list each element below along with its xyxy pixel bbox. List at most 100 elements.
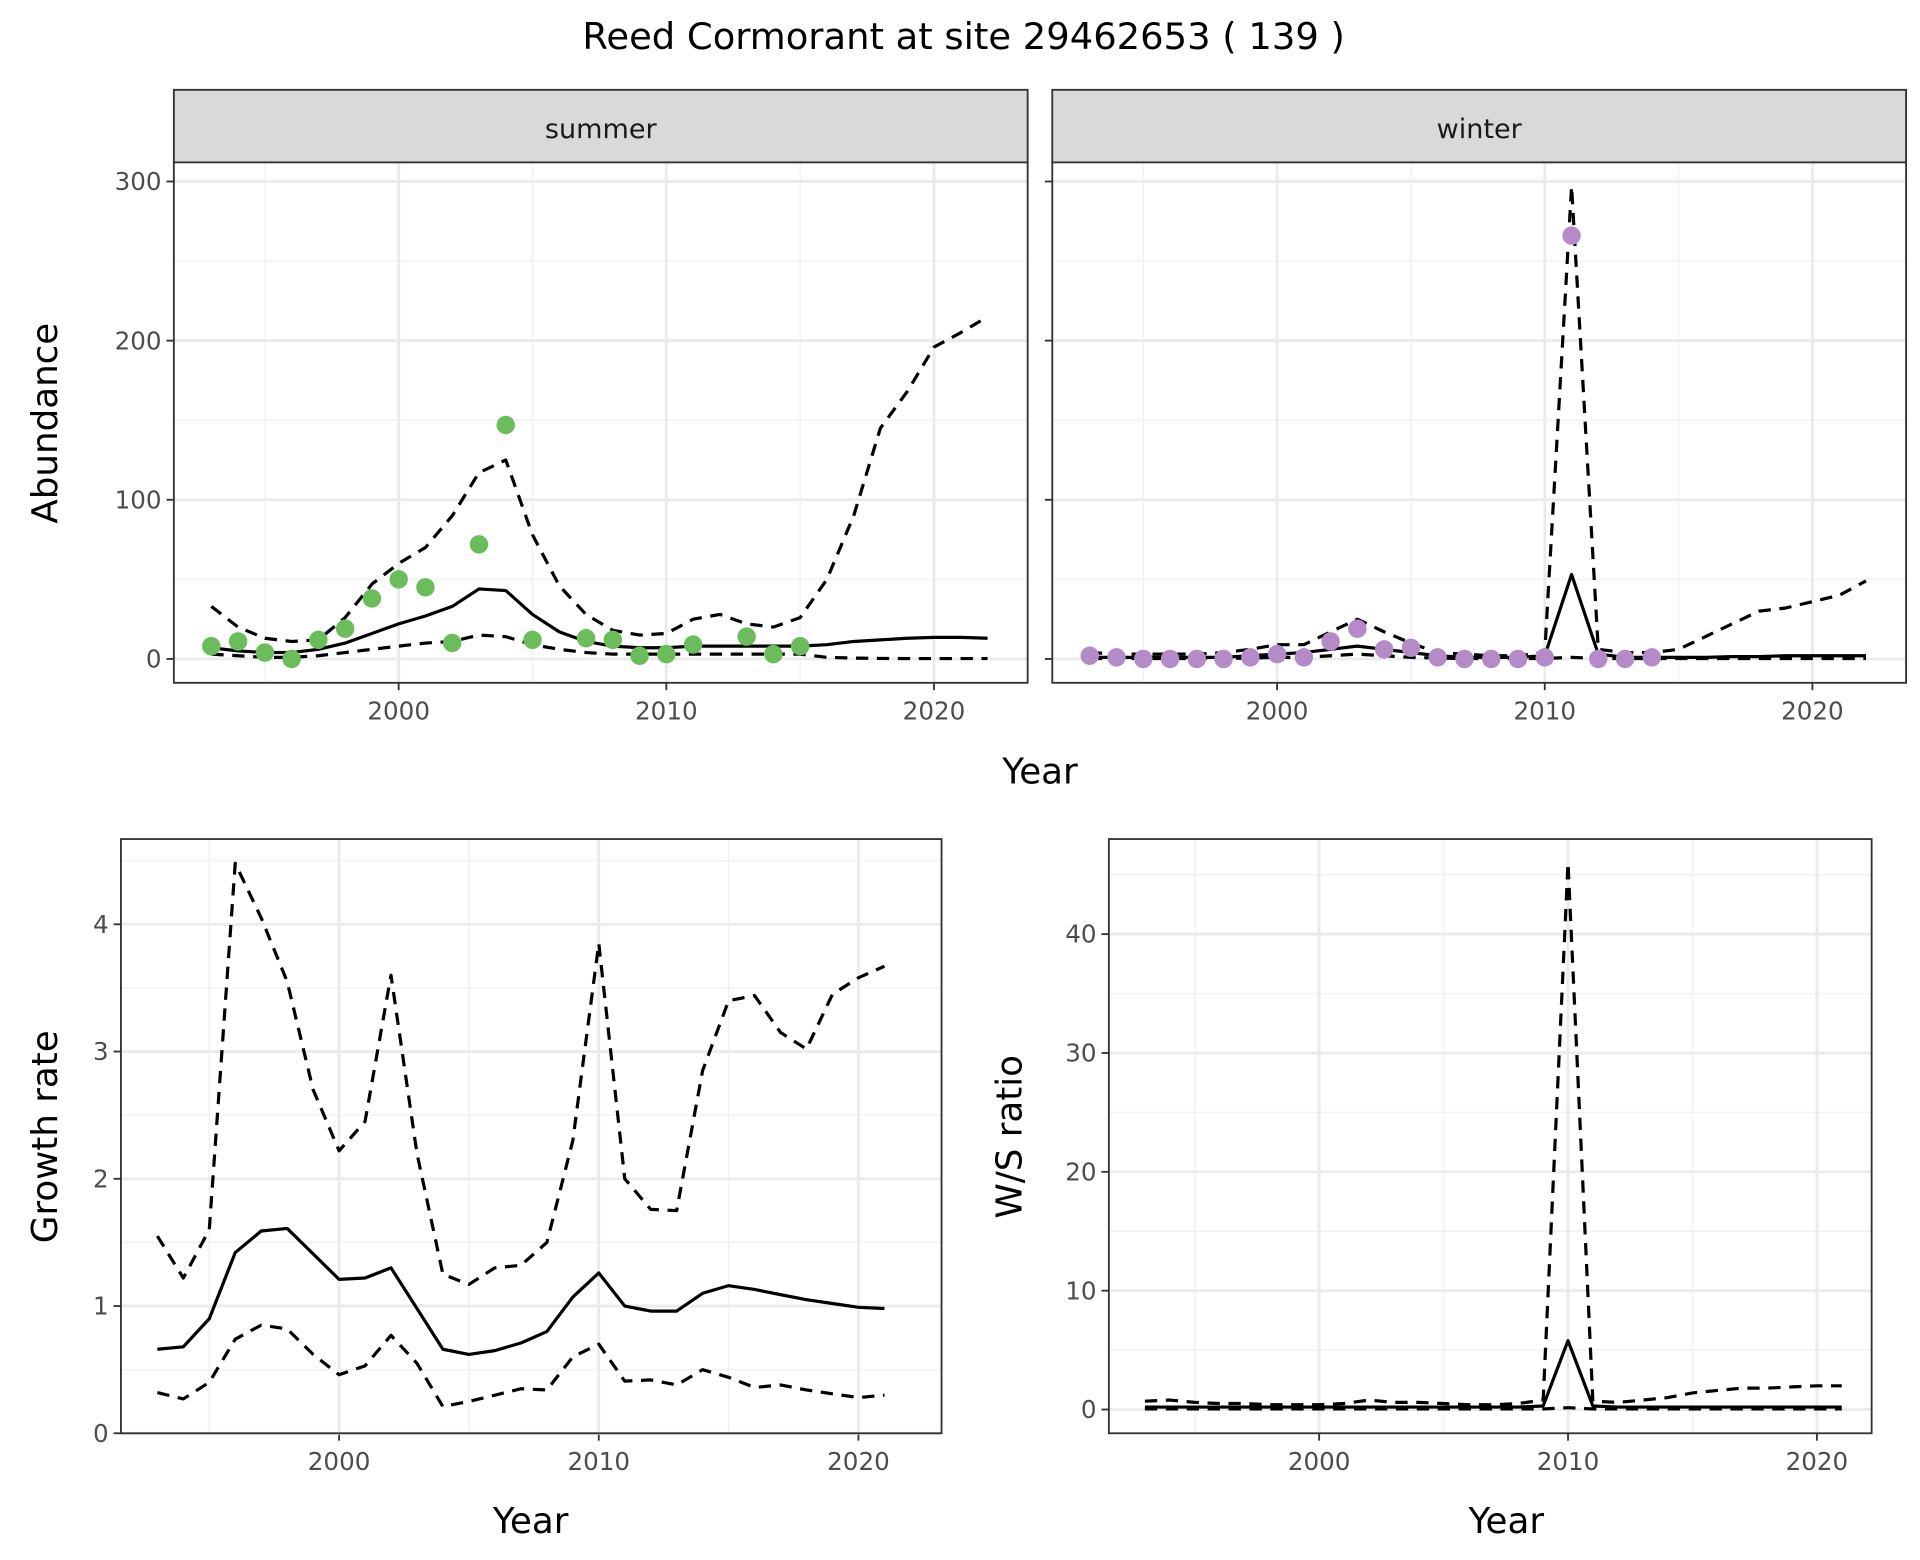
data-point [1401, 638, 1421, 658]
y-tick-label: 0 [93, 1419, 109, 1448]
y-tick-label: 0 [146, 645, 162, 674]
data-point [469, 535, 489, 554]
data-point [202, 636, 221, 656]
data-point [1107, 648, 1126, 667]
plot-background [1052, 162, 1907, 683]
chart-title: Reed Cormorant at site 29462653 ( 139 ) [582, 15, 1345, 58]
data-point [362, 589, 382, 608]
panel-border [172, 161, 1029, 684]
data-point [737, 627, 756, 646]
data-point [1508, 649, 1528, 669]
data-point [1535, 648, 1554, 667]
data-point [657, 644, 676, 664]
y-tick-label: 100 [115, 485, 162, 514]
data-point [282, 649, 301, 669]
y-tick-label: 300 [115, 167, 162, 196]
data-point [1348, 619, 1367, 638]
data-point [1589, 649, 1608, 669]
data-point [1615, 649, 1635, 669]
data-point [1374, 640, 1394, 659]
strip-label-summer: summer [545, 114, 658, 145]
data-point [228, 632, 248, 651]
series-line-estimate [211, 587, 988, 655]
strip-label-winter: winter [1437, 114, 1523, 145]
x-axis-title-ws: Year [1467, 1501, 1544, 1542]
y-tick-label: 1 [93, 1292, 109, 1321]
data-point [255, 643, 275, 662]
data-point [1294, 648, 1314, 667]
x-tick-label: 2020 [1786, 1447, 1849, 1476]
data-point [416, 578, 435, 597]
data-point [1160, 649, 1180, 669]
data-point [1241, 648, 1260, 667]
y-axis-title-growth: Growth rate [25, 1030, 66, 1243]
data-point [1481, 649, 1501, 669]
x-tick-label: 2000 [1288, 1447, 1351, 1476]
data-point [309, 630, 328, 650]
x-tick-label: 2010 [567, 1447, 630, 1476]
data-point [1214, 649, 1233, 669]
y-axis-title-abundance: Abundance [25, 323, 66, 524]
x-tick-label: 2000 [367, 697, 430, 726]
data-point [603, 630, 623, 650]
panel-ws: 2000 2010 2020 0 10 20 30 40 [1065, 838, 1873, 1476]
x-tick-label: 2020 [1781, 697, 1844, 726]
series-line-bound-1 [1144, 861, 1842, 1407]
series-line-bound-2 [1144, 1406, 1842, 1411]
data-point [683, 635, 703, 654]
panel-winter: 2000 2010 2020 [1044, 161, 1908, 726]
y-tick-label: 4 [93, 910, 109, 939]
series-line-bound-2 [211, 633, 988, 661]
data-point [496, 415, 515, 435]
y-tick-label: 40 [1065, 920, 1096, 949]
y-tick-label: 2 [93, 1164, 109, 1193]
data-point [630, 646, 649, 665]
data-point [790, 636, 810, 656]
series-group [1080, 184, 1867, 669]
y-tick-label: 20 [1065, 1157, 1096, 1186]
data-point [1428, 648, 1447, 667]
x-tick-label: 2020 [903, 697, 966, 726]
data-point [1562, 226, 1581, 245]
series-line-bound-1 [210, 315, 989, 644]
panel-border [1107, 838, 1873, 1435]
data-point [1187, 649, 1207, 669]
x-axis-title-growth: Year [492, 1501, 569, 1542]
series-group [156, 861, 886, 1409]
x-tick-label: 2010 [1537, 1447, 1600, 1476]
y-tick-label: 0 [1081, 1395, 1097, 1424]
data-point [764, 644, 783, 664]
data-point [1321, 632, 1340, 651]
plot-background [1108, 839, 1872, 1434]
series-group [1144, 861, 1842, 1411]
series-line-estimate [1144, 1339, 1842, 1409]
y-tick-label: 3 [93, 1037, 109, 1066]
x-tick-label: 2010 [1513, 697, 1576, 726]
data-point [1455, 649, 1474, 669]
x-tick-label: 2000 [1246, 697, 1309, 726]
data-point [389, 570, 408, 589]
panel-growth: 2000 2010 2020 0 1 2 3 4 [93, 838, 943, 1476]
plot-background [173, 162, 1028, 683]
data-point [523, 630, 542, 650]
data-point [1642, 648, 1662, 667]
data-point [442, 633, 462, 653]
x-axis-title-top: Year [1001, 752, 1078, 793]
panel-border [1051, 161, 1908, 684]
data-point [1267, 644, 1287, 664]
y-tick-label: 30 [1065, 1039, 1096, 1068]
strip-winter: winter [1051, 88, 1908, 164]
data-point [576, 629, 596, 648]
plot-background [120, 839, 942, 1434]
series-line-estimate [157, 1226, 885, 1357]
x-tick-label: 2010 [635, 697, 698, 726]
x-tick-label: 2000 [308, 1447, 371, 1476]
strip-summer: summer [172, 88, 1029, 164]
x-tick-label: 2020 [827, 1447, 890, 1476]
series-group [202, 315, 989, 669]
panel-summer: 2000 2010 2020 0 100 200 300 [115, 161, 1029, 726]
series-line-bound-2 [156, 1323, 885, 1409]
y-tick-label: 200 [115, 326, 162, 355]
data-point [335, 619, 355, 638]
